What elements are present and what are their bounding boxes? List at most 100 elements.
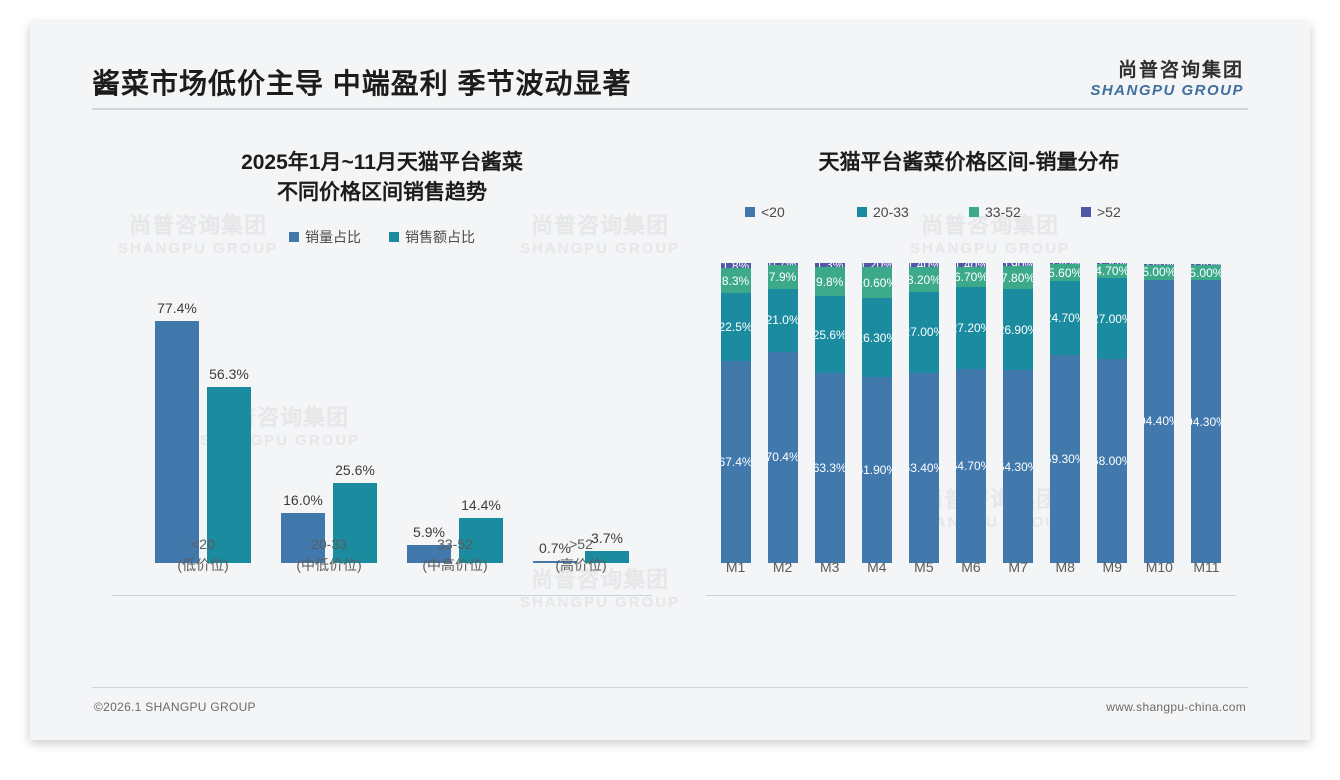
- left-chart-group: 77.4% 56.3% <20 (低价位): [140, 300, 266, 573]
- right-chart-segment[interactable]: 1.3%: [814, 263, 845, 267]
- right-chart-segment[interactable]: 27.00%: [908, 291, 939, 373]
- right-chart-segment-label: 61.90%: [862, 463, 892, 478]
- right-chart-column[interactable]: 68.00% 27.00% 4.70%0.30% M9: [1089, 263, 1136, 575]
- right-chart-segment[interactable]: 22.5%: [720, 293, 751, 361]
- left-chart-bar-value-label: 77.4%: [157, 299, 197, 316]
- right-chart-column[interactable]: 61.90% 26.30% 10.60% 1.20% M4: [853, 263, 900, 575]
- right-chart-segment[interactable]: 24.70%: [1050, 281, 1081, 356]
- right-chart-segment[interactable]: 26.30%: [861, 298, 892, 378]
- right-chart-x-tick-label: M6: [961, 559, 981, 575]
- legend-label: 33-52: [985, 204, 1021, 221]
- left-chart-bar-value-label: 5.9%: [413, 523, 445, 540]
- right-chart-segment[interactable]: 5.00%: [1191, 265, 1222, 281]
- right-chart-segment[interactable]: 9.8%: [814, 266, 845, 297]
- x-tick-sub: (中高价位): [422, 556, 488, 573]
- footer-divider: [92, 687, 1248, 688]
- right-chart-segment[interactable]: 26.90%: [1003, 289, 1034, 371]
- right-chart-segment[interactable]: 5.60%: [1050, 264, 1081, 282]
- right-chart-segment[interactable]: 94.30%: [1191, 280, 1222, 563]
- left-chart-bar[interactable]: 3.7%: [585, 530, 629, 563]
- right-chart-segment[interactable]: 64.70%: [955, 368, 986, 563]
- left-chart-bar[interactable]: 14.4%: [459, 497, 503, 563]
- right-chart-segment[interactable]: 21.0%: [767, 288, 798, 352]
- right-chart-segment[interactable]: 5.00%: [1144, 264, 1175, 280]
- right-chart-segment[interactable]: 1.40%: [908, 263, 939, 268]
- legend-item-1[interactable]: <20: [745, 204, 857, 220]
- right-chart-segment[interactable]: 69.30%: [1050, 355, 1081, 563]
- left-chart-bar-fill: [407, 544, 451, 563]
- legend-item-4[interactable]: >52: [1081, 204, 1193, 220]
- right-chart-segment[interactable]: 1.20%: [861, 263, 892, 267]
- right-chart-plot: 67.4% 22.5% 8.3% 1.8% M1 70.4% 21.0% 7.9% 0.7% M2…: [706, 263, 1236, 628]
- left-chart-bar-fill: [155, 320, 199, 563]
- right-chart-segment-label: 9.8%: [816, 274, 844, 289]
- right-chart-segment[interactable]: 61.90%: [861, 377, 892, 563]
- right-chart-segment[interactable]: 68.00%: [1097, 359, 1128, 563]
- right-chart-column[interactable]: 63.40% 27.00% 8.20% 1.40% M5: [900, 263, 947, 575]
- right-chart-segment[interactable]: 0.90%: [1003, 263, 1034, 267]
- right-chart-segment[interactable]: 25.6%: [814, 296, 845, 374]
- legend-label: 销售额占比: [405, 228, 475, 245]
- x-tick-main: <20: [191, 536, 215, 553]
- left-chart-bar[interactable]: 77.4%: [155, 300, 199, 563]
- right-chart-segment[interactable]: 7.9%: [767, 265, 798, 289]
- right-chart-column[interactable]: 67.4% 22.5% 8.3% 1.8% M1: [712, 263, 759, 575]
- right-chart-segment-label: 1.40%: [909, 263, 939, 267]
- right-chart-stack: 61.90% 26.30% 10.60% 1.20%: [861, 263, 892, 563]
- right-chart-segment[interactable]: 0.7%: [767, 263, 798, 266]
- x-tick-main: 33-52: [437, 536, 473, 553]
- right-chart-stack: 68.00% 27.00% 4.70%0.30%: [1097, 263, 1128, 563]
- right-chart-segment[interactable]: 1.8%: [720, 263, 751, 269]
- right-chart-stack: 67.4% 22.5% 8.3% 1.8%: [720, 263, 751, 563]
- right-chart-column[interactable]: 63.3% 25.6% 9.8% 1.3% M3: [806, 263, 853, 575]
- right-chart-x-tick-label: M4: [867, 559, 887, 575]
- x-tick-main: >52: [569, 536, 593, 553]
- left-chart-bar-fill: [207, 386, 251, 563]
- right-chart-segment-label: 0.7%: [769, 263, 796, 265]
- right-chart-x-tick-label: M2: [772, 559, 793, 575]
- left-chart-bar[interactable]: 56.3%: [207, 366, 251, 563]
- right-chart-column[interactable]: 94.40% 5.00%0.40% M10: [1136, 263, 1183, 575]
- right-chart-segment[interactable]: 10.60%: [861, 266, 892, 299]
- right-chart-column[interactable]: 64.70% 27.20% 6.70% 1.40% M6: [947, 263, 994, 575]
- right-chart-segment-label: 7.80%: [1003, 270, 1034, 285]
- right-chart-segment[interactable]: 63.3%: [814, 373, 845, 563]
- right-chart-column[interactable]: 94.30% 5.00%0.40% M11: [1183, 263, 1230, 575]
- right-chart-segment[interactable]: 4.70%: [1097, 263, 1128, 278]
- right-chart-segment-label: 26.90%: [1003, 322, 1033, 337]
- right-chart-segment[interactable]: 6.70%: [955, 267, 986, 288]
- right-chart-segment[interactable]: 63.40%: [908, 372, 939, 563]
- left-chart-bar-fill: [459, 517, 503, 563]
- right-chart-segment[interactable]: 94.40%: [1144, 279, 1175, 563]
- right-chart-segment[interactable]: 8.3%: [720, 268, 751, 294]
- right-chart-segment[interactable]: 0.40%: [1050, 263, 1081, 265]
- footer-website: www.shangpu-china.com: [1106, 700, 1246, 714]
- right-chart-segment[interactable]: 67.4%: [720, 360, 751, 563]
- left-chart-bar[interactable]: 16.0%: [281, 492, 325, 563]
- left-chart-bar-value-label: 16.0%: [283, 491, 323, 508]
- right-chart-column[interactable]: 70.4% 21.0% 7.9% 0.7% M2: [759, 263, 806, 575]
- left-chart-group: 16.0% 25.6% 20-33 (中低价位): [266, 462, 392, 573]
- right-chart-segment[interactable]: 1.40%: [955, 263, 986, 268]
- right-chart-segment-label: 21.0%: [767, 313, 798, 328]
- left-chart-bar[interactable]: 25.6%: [333, 462, 377, 563]
- right-chart-segment[interactable]: 8.20%: [908, 267, 939, 292]
- right-chart-segment[interactable]: 0.40%: [1144, 263, 1175, 265]
- legend-item-1[interactable]: 销量占比: [289, 227, 361, 247]
- right-chart-segment[interactable]: 64.30%: [1003, 370, 1034, 563]
- right-chart-segment[interactable]: 0.30%: [1097, 263, 1128, 264]
- legend-item-2[interactable]: 销售额占比: [389, 227, 475, 247]
- right-chart-segment[interactable]: 0.40%: [1191, 263, 1222, 266]
- right-chart-segment[interactable]: 27.20%: [955, 287, 986, 369]
- right-chart-column[interactable]: 64.30% 26.90% 7.80% 0.90% M7: [995, 263, 1042, 575]
- left-chart-bar[interactable]: 5.9%: [407, 524, 451, 563]
- right-chart-segment[interactable]: 7.80%: [1003, 266, 1034, 290]
- legend-label: <20: [761, 204, 785, 221]
- right-chart-segment[interactable]: 27.00%: [1097, 278, 1128, 359]
- right-chart-segment-label: 63.40%: [909, 460, 939, 475]
- legend-item-2[interactable]: 20-33: [857, 204, 969, 220]
- legend-item-3[interactable]: 33-52: [969, 204, 1081, 220]
- right-chart-column[interactable]: 69.30% 24.70% 5.60%0.40% M8: [1042, 263, 1089, 575]
- left-chart-bar[interactable]: 0.7%: [533, 540, 577, 563]
- right-chart-segment[interactable]: 70.4%: [767, 351, 798, 563]
